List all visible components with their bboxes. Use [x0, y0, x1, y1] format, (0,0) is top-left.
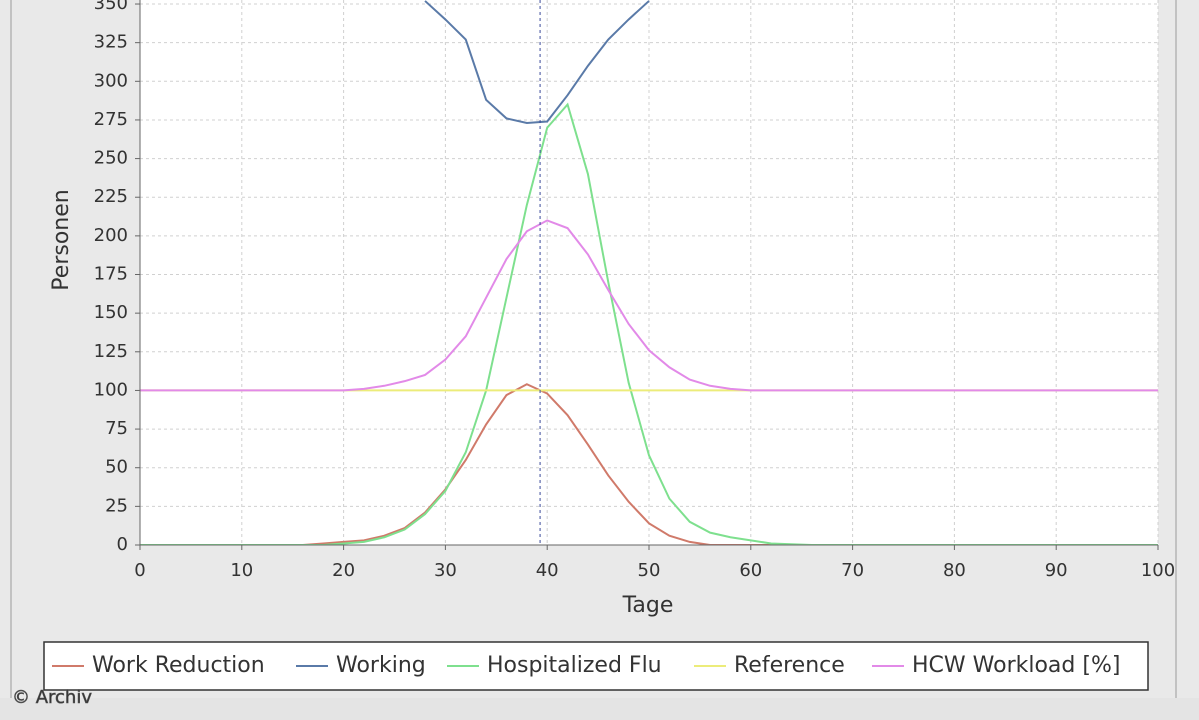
axes: 0255075100125150175200225250275300325350…	[94, 0, 1175, 581]
x-tick-label: 10	[230, 560, 253, 581]
x-tick-label: 20	[332, 560, 355, 581]
y-tick-label: 125	[94, 341, 128, 362]
x-tick-label: 50	[638, 560, 661, 581]
x-tick-label: 70	[841, 560, 864, 581]
y-tick-label: 275	[94, 109, 128, 130]
x-tick-label: 30	[434, 560, 457, 581]
y-tick-label: 150	[94, 302, 128, 323]
y-tick-label: 325	[94, 32, 128, 53]
table-header	[0, 698, 1199, 720]
y-tick-label: 350	[94, 0, 128, 14]
y-tick-label: 0	[117, 534, 128, 555]
x-axis-label: Tage	[622, 593, 674, 618]
series-line	[140, 383, 1158, 545]
y-tick-label: 100	[94, 379, 128, 400]
watermark: © Archiv	[12, 687, 92, 708]
legend-label: Work Reduction	[92, 653, 265, 678]
legend-label: Working	[336, 653, 426, 678]
x-tick-label: 60	[739, 560, 762, 581]
x-tick-label: 40	[536, 560, 559, 581]
y-tick-label: 250	[94, 148, 128, 169]
y-tick-label: 200	[94, 225, 128, 246]
series-line	[424, 0, 650, 125]
y-axis-label: Personen	[49, 189, 74, 290]
x-tick-label: 90	[1045, 560, 1068, 581]
series-line	[140, 219, 1158, 392]
legend-items: Work Reduction Working Hospitalized Flu Ref…	[52, 653, 1120, 678]
legend-label: Reference	[734, 653, 845, 678]
y-tick-label: 50	[105, 457, 128, 478]
y-tick-label: 300	[94, 70, 128, 91]
legend-label: HCW Workload [%]	[912, 653, 1120, 678]
y-tick-label: 225	[94, 186, 128, 207]
y-tick-label: 75	[105, 418, 128, 439]
y-tick-label: 25	[105, 495, 128, 516]
x-tick-label: 80	[943, 560, 966, 581]
legend-label: Hospitalized Flu	[487, 653, 662, 678]
lines	[140, 0, 1158, 545]
legend	[43, 641, 1149, 691]
x-tick-label: 0	[134, 560, 145, 581]
y-tick-label: 175	[94, 264, 128, 285]
series-line	[140, 102, 1158, 545]
x-tick-label: 100	[1141, 560, 1175, 581]
